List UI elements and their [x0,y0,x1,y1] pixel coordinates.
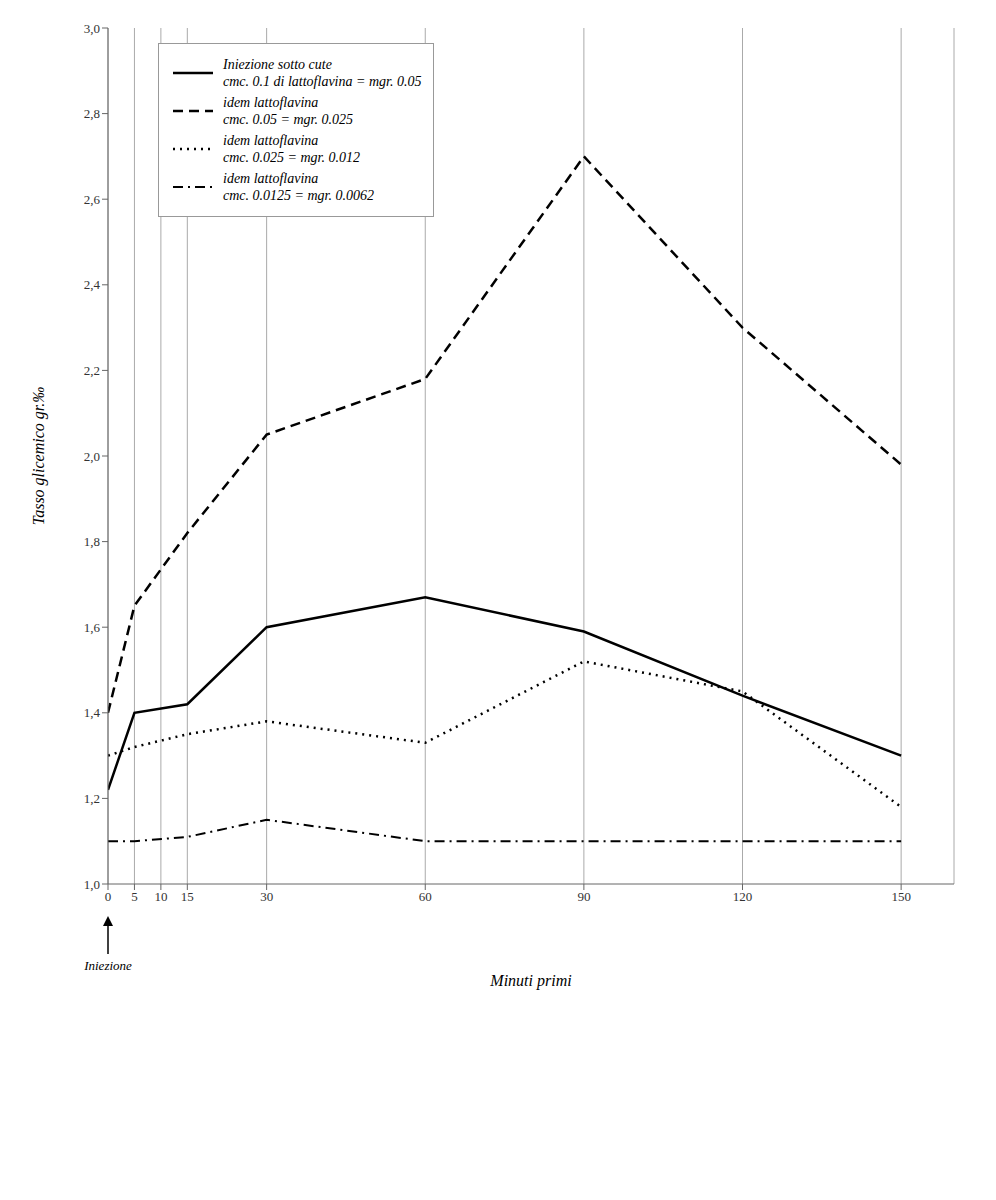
svg-text:1,2: 1,2 [84,791,100,806]
svg-text:90: 90 [577,889,590,904]
svg-text:2,0: 2,0 [84,449,100,464]
svg-text:60: 60 [419,889,432,904]
svg-text:2,6: 2,6 [84,192,101,207]
svg-text:Tasso glicemico gr.‰: Tasso glicemico gr.‰ [30,387,48,526]
svg-text:1,6: 1,6 [84,620,101,635]
svg-text:2,4: 2,4 [84,277,101,292]
svg-text:2,8: 2,8 [84,106,100,121]
svg-text:2,2: 2,2 [84,363,100,378]
svg-text:30: 30 [260,889,273,904]
svg-text:1,4: 1,4 [84,705,101,720]
svg-text:3,0: 3,0 [84,21,100,36]
html-text:idem lattoflavina cmc. 0.025 =: idem lattoflavina cmc. 0.025 = mgr. 0.01… [223,133,360,165]
svg-text:Iniezione: Iniezione [83,958,132,973]
svg-text:15: 15 [181,889,194,904]
svg-text:120: 120 [733,889,753,904]
svg-text:5: 5 [131,889,138,904]
html-text:Iniezione sotto cute cmc. 0.1: Iniezione sotto cute cmc. 0.1 di lattofl… [223,57,422,89]
html-text:idem lattoflavina cmc. 0.05 =: idem lattoflavina cmc. 0.05 = mgr. 0.025 [223,95,353,127]
html-text:idem lattoflavina cmc. 0.0125: idem lattoflavina cmc. 0.0125 = mgr. 0.0… [223,171,374,203]
svg-text:150: 150 [891,889,911,904]
svg-text:0: 0 [105,889,112,904]
svg-text:10: 10 [154,889,167,904]
svg-text:1,8: 1,8 [84,534,100,549]
svg-text:Minuti primi: Minuti primi [489,972,571,990]
svg-text:1,0: 1,0 [84,877,100,892]
